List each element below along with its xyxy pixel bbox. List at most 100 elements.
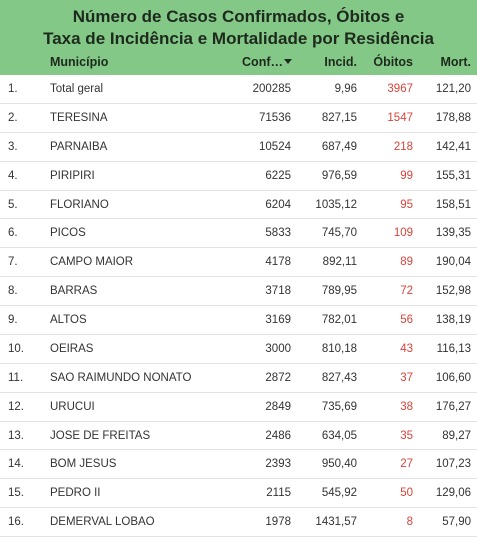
deaths: 99: [400, 169, 413, 182]
municipality: CAMPO MAIOR: [50, 256, 134, 269]
municipality: FLORIANO: [50, 198, 109, 211]
deaths: 89: [400, 256, 413, 269]
sort-arrow[interactable]: [284, 59, 292, 65]
row-index: 10.: [8, 342, 24, 355]
column-header[interactable]: Mort.: [440, 55, 471, 69]
incidence: 789,95: [321, 285, 357, 298]
mortality: 106,60: [435, 371, 471, 384]
incidence: 745,70: [321, 227, 357, 240]
confirmed: 2849: [265, 400, 291, 413]
municipality: PIRIPIRI: [50, 169, 95, 182]
table-row: 6. PICOS 5833 745,70 109 139,35: [0, 219, 477, 249]
title: Número de Casos Confirmados, Óbitos e: [72, 7, 405, 26]
incidence: 687,49: [321, 140, 357, 153]
deaths: 38: [400, 400, 413, 413]
row-index: 8.: [8, 285, 18, 298]
row-index: 7.: [8, 256, 18, 269]
municipality: TERESINA: [50, 111, 108, 124]
row-index: 2.: [8, 111, 18, 124]
confirmed: 200285: [252, 83, 291, 95]
municipality: PEDRO II: [50, 487, 101, 500]
municipality: ALTOS: [50, 314, 87, 326]
municipality: BOM JESUS: [50, 458, 117, 471]
confirmed: 2115: [266, 487, 291, 500]
table-row: 8. BARRAS 3718 789,95 72 152,98: [0, 277, 477, 306]
confirmed: 1978: [265, 516, 291, 529]
table-row: 15. PEDRO II 2115 545,92 50 129,06: [0, 479, 477, 509]
deaths: 35: [400, 429, 413, 442]
column-header[interactable]: Município: [50, 55, 109, 69]
confirmed: 3718: [265, 285, 291, 298]
table-row: 7. CAMPO MAIOR 4178 892,11 89 190,04: [0, 248, 477, 278]
confirmed: 5833: [265, 227, 291, 240]
mortality: 155,31: [435, 169, 471, 182]
column-header[interactable]: Incid.: [324, 55, 357, 69]
table-row: 11. SAO RAIMUNDO NONATO 2872 827,43 37 106,60: [0, 364, 477, 393]
confirmed: 10524: [259, 140, 291, 153]
deaths: 95: [400, 198, 413, 211]
deaths: 37: [400, 371, 413, 384]
row-index: 11.: [8, 371, 24, 384]
incidence: 1431,57: [315, 516, 357, 529]
mortality: 190,04: [435, 256, 471, 269]
column-header[interactable]: Óbitos: [373, 55, 413, 69]
mortality: 107,23: [435, 458, 471, 471]
table-row: 3. PARNAIBA 10524 687,49 218 142,41: [0, 133, 477, 162]
municipality: Total geral: [50, 83, 104, 95]
confirmed: 2872: [265, 371, 291, 384]
mortality: 178,88: [435, 111, 471, 124]
municipality: JOSE DE FREITAS: [50, 429, 151, 442]
mortality: 138,19: [435, 314, 471, 326]
deaths: 218: [393, 140, 413, 153]
municipality: URUCUI: [50, 400, 95, 413]
incidence: 810,18: [321, 342, 357, 355]
row-index: 6.: [8, 227, 18, 240]
confirmed: 3000: [265, 342, 291, 355]
incidence: 782,01: [321, 314, 357, 326]
incidence: 9,96: [334, 83, 357, 95]
table-row: 4. PIRIPIRI 6225 976,59 99 155,31: [0, 162, 477, 191]
confirmed: 71536: [259, 111, 291, 124]
confirmed: 6204: [265, 198, 291, 211]
deaths: 3967: [387, 83, 413, 95]
mortality: 158,51: [435, 198, 471, 211]
mortality: 142,41: [435, 140, 471, 153]
table-row: 2. TERESINA 71536 827,15 1547 178,88: [0, 104, 477, 133]
table-row: 5. FLORIANO 6204 1035,12 95 158,51: [0, 191, 477, 220]
mortality: 139,35: [435, 227, 471, 240]
row-index: 13.: [8, 429, 24, 442]
row-index: 14.: [8, 458, 24, 471]
row-index: 5.: [8, 198, 18, 211]
row-index: 4.: [8, 169, 18, 182]
table-row: 10. OEIRAS 3000 810,18 43 116,13: [0, 335, 477, 364]
table-row: 14. BOM JESUS 2393 950,40 27 107,23: [0, 450, 477, 480]
mortality: 176,27: [435, 400, 471, 413]
incidence: 545,92: [321, 487, 357, 500]
confirmed: 2393: [265, 458, 291, 471]
confirmed: 3169: [265, 314, 291, 326]
row-index: 1.: [8, 83, 18, 95]
deaths: 56: [400, 314, 413, 326]
column-header[interactable]: Conf…: [242, 55, 283, 69]
incidence: 892,11: [322, 256, 357, 269]
deaths: 1547: [387, 111, 413, 124]
table-row: 13. JOSE DE FREITAS 2486 634,05 35 89,27: [0, 422, 477, 451]
title: Taxa de Incidência e Mortalidade por Res…: [43, 29, 434, 48]
deaths: 8: [406, 516, 413, 529]
municipality: PICOS: [50, 227, 86, 240]
mortality: 89,27: [442, 429, 471, 442]
deaths: 72: [400, 285, 413, 298]
municipality: PARNAIBA: [50, 140, 108, 153]
incidence: 950,40: [321, 458, 357, 471]
deaths: 43: [400, 342, 413, 355]
mortality: 116,13: [436, 342, 471, 355]
deaths: 109: [393, 227, 413, 240]
confirmed: 4178: [265, 256, 291, 269]
mortality: 129,06: [435, 487, 471, 500]
confirmed: 2486: [265, 429, 291, 442]
table-row: 9. ALTOS 3169 782,01 56 138,19: [0, 306, 477, 335]
row-index: 12.: [8, 400, 24, 413]
mortality: 57,90: [442, 516, 471, 529]
row-index: 16.: [8, 516, 24, 529]
